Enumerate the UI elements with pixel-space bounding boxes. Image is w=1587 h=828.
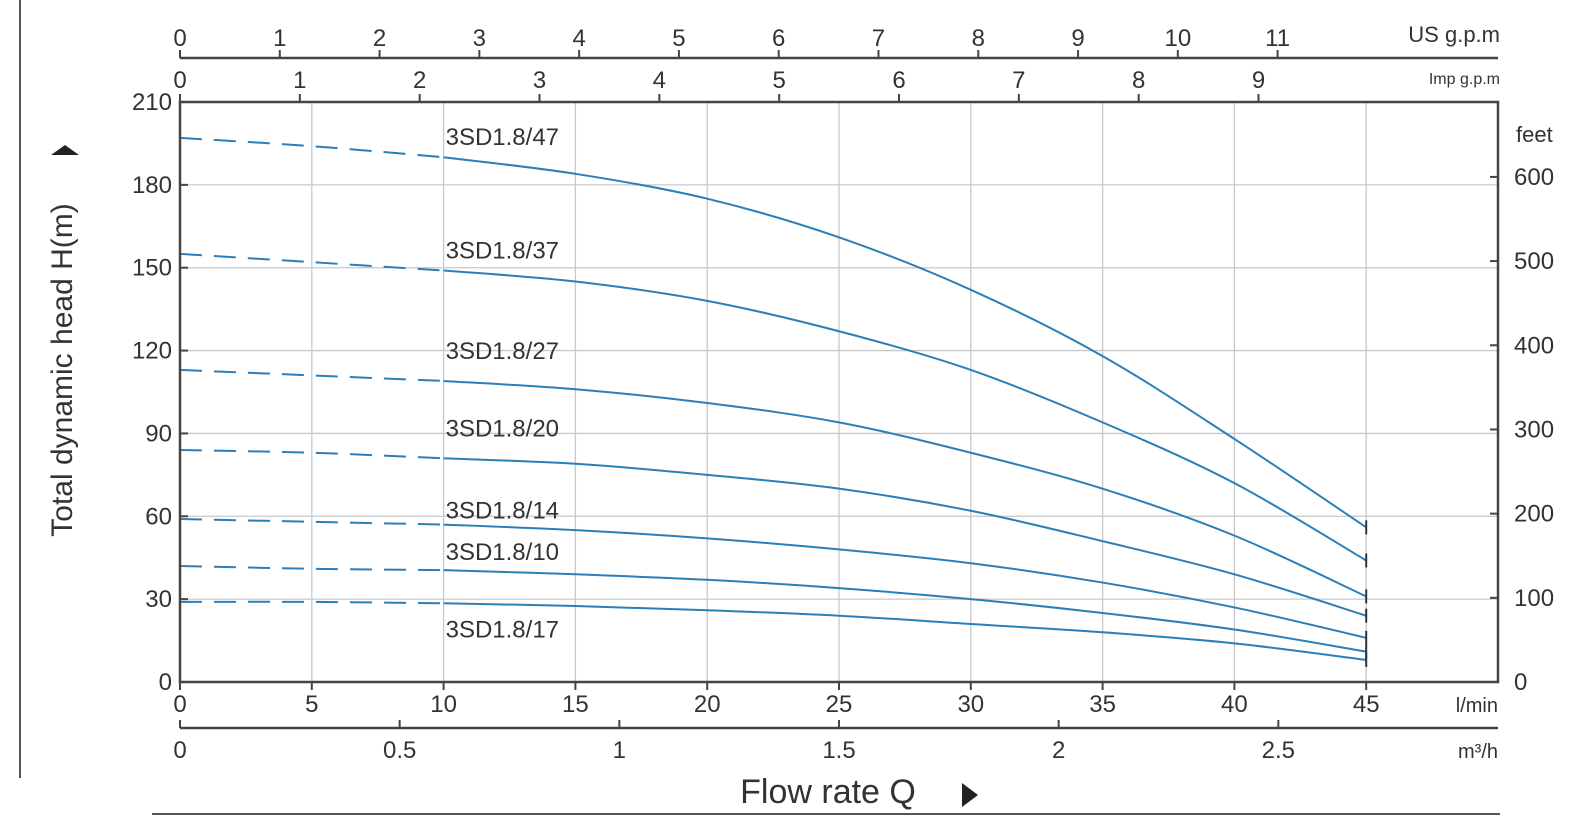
feet-tick-label: 400	[1514, 332, 1554, 359]
us-gpm-tick-label: 9	[1071, 25, 1084, 52]
m3h-tick-label: 1.5	[822, 737, 855, 764]
y-tick-label: 150	[132, 255, 172, 282]
imp-gpm-tick-label: 4	[653, 67, 666, 94]
us-gpm-tick-label: 8	[972, 25, 985, 52]
series-curve	[443, 457, 1367, 617]
series-curve	[443, 379, 1367, 598]
m3h-tick-label: 1	[613, 737, 626, 764]
series-label: 3SD1.8/10	[446, 539, 559, 566]
x-tick-label: 30	[957, 691, 984, 718]
x-tick-label: 20	[694, 691, 721, 718]
us-gpm-tick-label: 2	[373, 25, 386, 52]
imp-gpm-unit-label: Imp g.p.m	[1429, 71, 1500, 88]
imp-gpm-tick-label: 5	[772, 67, 785, 94]
us-gpm-tick-label: 1	[273, 25, 286, 52]
m3h-tick-label: 2	[1052, 737, 1065, 764]
us-gpm-tick-label: 6	[772, 25, 785, 52]
x-tick-label: 40	[1221, 691, 1248, 718]
series-curve	[443, 269, 1367, 562]
us-gpm-tick-label: 11	[1265, 25, 1290, 52]
imp-gpm-tick-label: 9	[1252, 67, 1265, 94]
m3h-tick-label: 0	[173, 737, 186, 764]
series-label: 3SD1.8/20	[446, 415, 559, 442]
series-curve	[443, 569, 1367, 653]
x-tick-label: 45	[1353, 691, 1380, 718]
feet-unit-label: feet	[1516, 122, 1553, 147]
y-tick-label: 0	[159, 669, 172, 696]
imp-gpm-tick-label: 1	[293, 67, 306, 94]
m3h-unit-label: m³/h	[1458, 741, 1498, 763]
x-unit-label: l/min	[1456, 695, 1498, 717]
feet-tick-label: 500	[1514, 248, 1554, 275]
imp-gpm-tick-label: 7	[1012, 67, 1025, 94]
x-tick-label: 10	[430, 691, 457, 718]
x-tick-label: 25	[826, 691, 853, 718]
x-tick-label: 0	[173, 691, 186, 718]
y-tick-label: 180	[132, 172, 172, 199]
series-labels: 3SD1.8/47 3SD1.8/37 3SD1.8/27 3SD1.8/20 3SD1…	[446, 124, 559, 643]
feet-tick-label: 100	[1514, 585, 1554, 612]
y-tick-label: 120	[132, 338, 172, 365]
y-tick-label: 60	[145, 503, 172, 530]
us-gpm-tick-label: 7	[872, 25, 885, 52]
imp-gpm-tick-label: 8	[1132, 67, 1145, 94]
series-curve	[443, 523, 1367, 639]
m3h-tick-label: 2.5	[1262, 737, 1295, 764]
series-label: 3SD1.8/17	[446, 616, 559, 643]
us-gpm-tick-label: 10	[1164, 25, 1191, 52]
x-tick-label: 35	[1089, 691, 1116, 718]
feet-tick-label: 0	[1514, 669, 1527, 696]
imp-gpm-tick-label: 3	[533, 67, 546, 94]
series-label: 3SD1.8/47	[446, 124, 559, 151]
series-curve	[443, 156, 1367, 529]
y-axis-title: Total dynamic head H(m)	[46, 203, 79, 536]
imp-gpm-tick-label: 0	[173, 67, 186, 94]
m3h-tick-label: 0.5	[383, 737, 416, 764]
y-tick-label: 30	[145, 586, 172, 613]
series-curve	[443, 602, 1367, 661]
series-curves	[179, 136, 1368, 667]
series-label: 3SD1.8/27	[446, 338, 559, 365]
series-label: 3SD1.8/37	[446, 237, 559, 264]
us-gpm-tick-label: 3	[473, 25, 486, 52]
feet-tick-label: 300	[1514, 416, 1554, 443]
x-axis-title: Flow rate Q	[740, 773, 916, 811]
us-gpm-tick-label: 4	[572, 25, 585, 52]
feet-tick-label: 200	[1514, 501, 1554, 528]
series-label: 3SD1.8/14	[446, 498, 559, 525]
x-tick-label: 5	[305, 691, 318, 718]
feet-tick-label: 600	[1514, 164, 1554, 191]
us-gpm-unit-label: US g.p.m	[1408, 22, 1500, 47]
y-tick-label: 210	[132, 89, 172, 116]
us-gpm-tick-label: 5	[672, 25, 685, 52]
y-axis-arrow-icon	[51, 145, 79, 155]
y-tick-label: 90	[145, 420, 172, 447]
imp-gpm-tick-label: 6	[892, 67, 905, 94]
x-axis-arrow-icon	[962, 783, 978, 807]
us-gpm-tick-label: 0	[173, 25, 186, 52]
x-tick-label: 15	[562, 691, 589, 718]
imp-gpm-tick-label: 2	[413, 67, 426, 94]
